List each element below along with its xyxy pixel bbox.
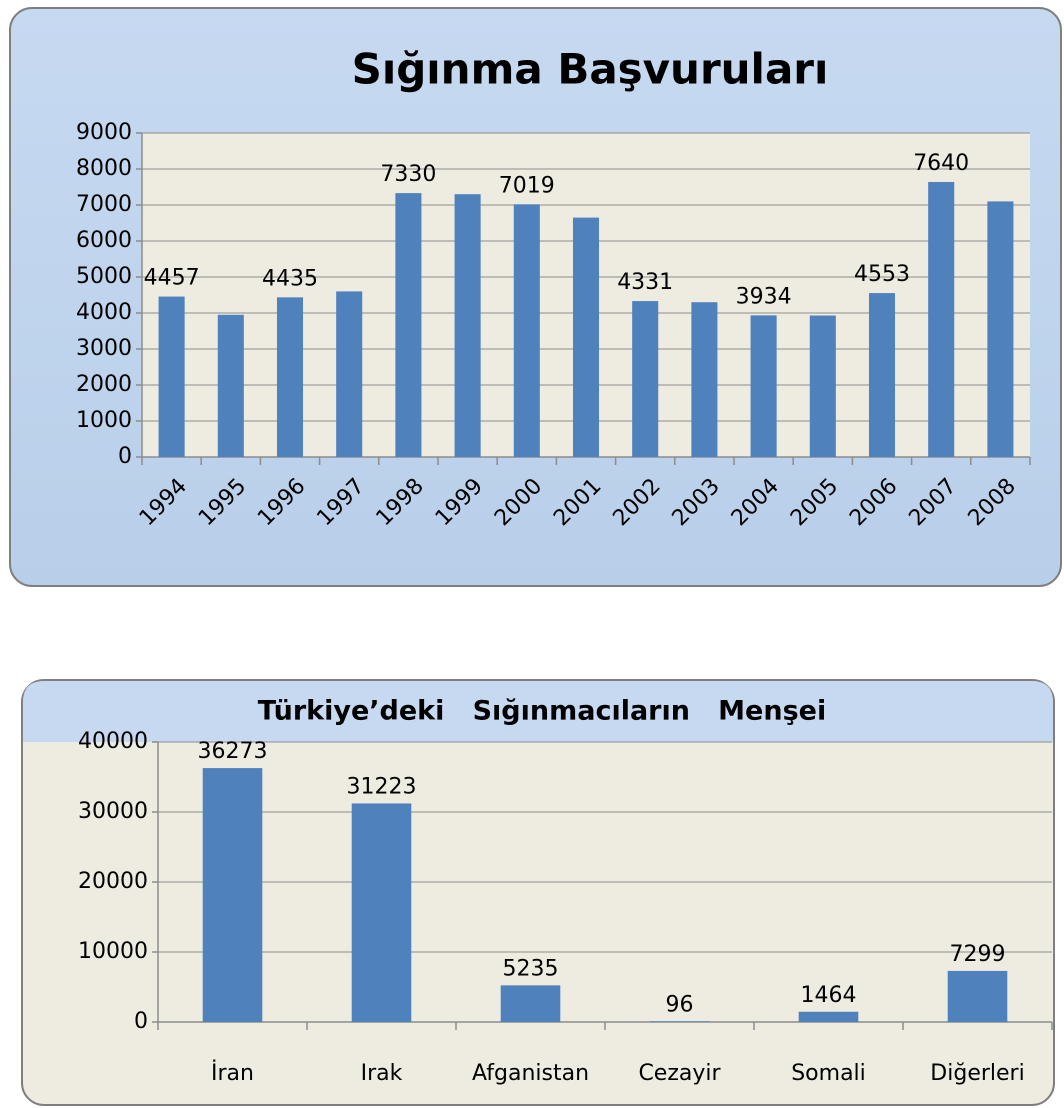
title-band [23,681,1053,742]
x-tick-label: İran [211,1060,254,1086]
bar [649,1021,710,1022]
y-tick-label: 7000 [76,192,132,217]
bar [276,297,304,457]
y-tick-label: 0 [118,444,132,469]
bar [928,181,955,457]
bar [947,970,1008,1022]
bar [336,291,363,457]
bar [750,315,777,457]
bar [513,204,540,457]
chart-title: Sığınma Başvuruları [352,45,829,94]
chart-frame [21,679,1055,1106]
data-label: 5235 [503,956,559,981]
x-tick-label: Afganistan [472,1061,589,1086]
y-tick-label: 5000 [76,264,132,289]
bar [217,314,244,457]
bar [868,293,896,457]
data-label: 7299 [950,942,1006,967]
bar [351,803,412,1022]
bar [572,217,600,457]
data-label: 31223 [347,774,417,799]
y-tick-label: 9000 [76,120,132,145]
data-label: 1464 [801,983,857,1008]
bar [987,201,1014,457]
data-label: 3934 [736,284,792,309]
bar [632,301,659,457]
bar [454,194,481,457]
data-label: 7640 [913,151,969,176]
bar [798,1011,859,1022]
bar [500,985,561,1022]
y-tick-label: 20000 [78,869,148,894]
chart-title: Türkiye’deki Sığınmacıların Menşei [258,696,826,727]
y-tick-label: 6000 [76,228,132,253]
data-label: 4331 [617,270,673,295]
x-tick-label: Somali [791,1061,866,1086]
y-tick-label: 40000 [78,729,148,754]
bar [202,768,263,1022]
data-label: 4457 [144,266,200,291]
y-tick-label: 8000 [76,156,132,181]
y-tick-label: 0 [134,1009,148,1034]
bar [691,302,718,457]
bar [395,193,422,457]
y-tick-label: 30000 [78,799,148,824]
y-tick-label: 3000 [76,336,132,361]
bar [809,315,836,457]
data-label: 36273 [198,739,268,764]
data-label: 4435 [262,266,318,291]
x-tick-label: Irak [361,1061,403,1086]
data-label: 7019 [499,173,555,198]
data-label: 4553 [854,262,910,287]
y-tick-label: 2000 [76,372,132,397]
data-label: 7330 [380,162,436,187]
x-tick-label: Cezayir [638,1061,721,1086]
y-tick-label: 4000 [76,300,132,325]
x-tick-label: Diğerleri [930,1061,1024,1086]
y-tick-label: 1000 [76,408,132,433]
bar [158,296,185,457]
y-tick-label: 10000 [78,939,148,964]
data-label: 96 [666,992,694,1017]
